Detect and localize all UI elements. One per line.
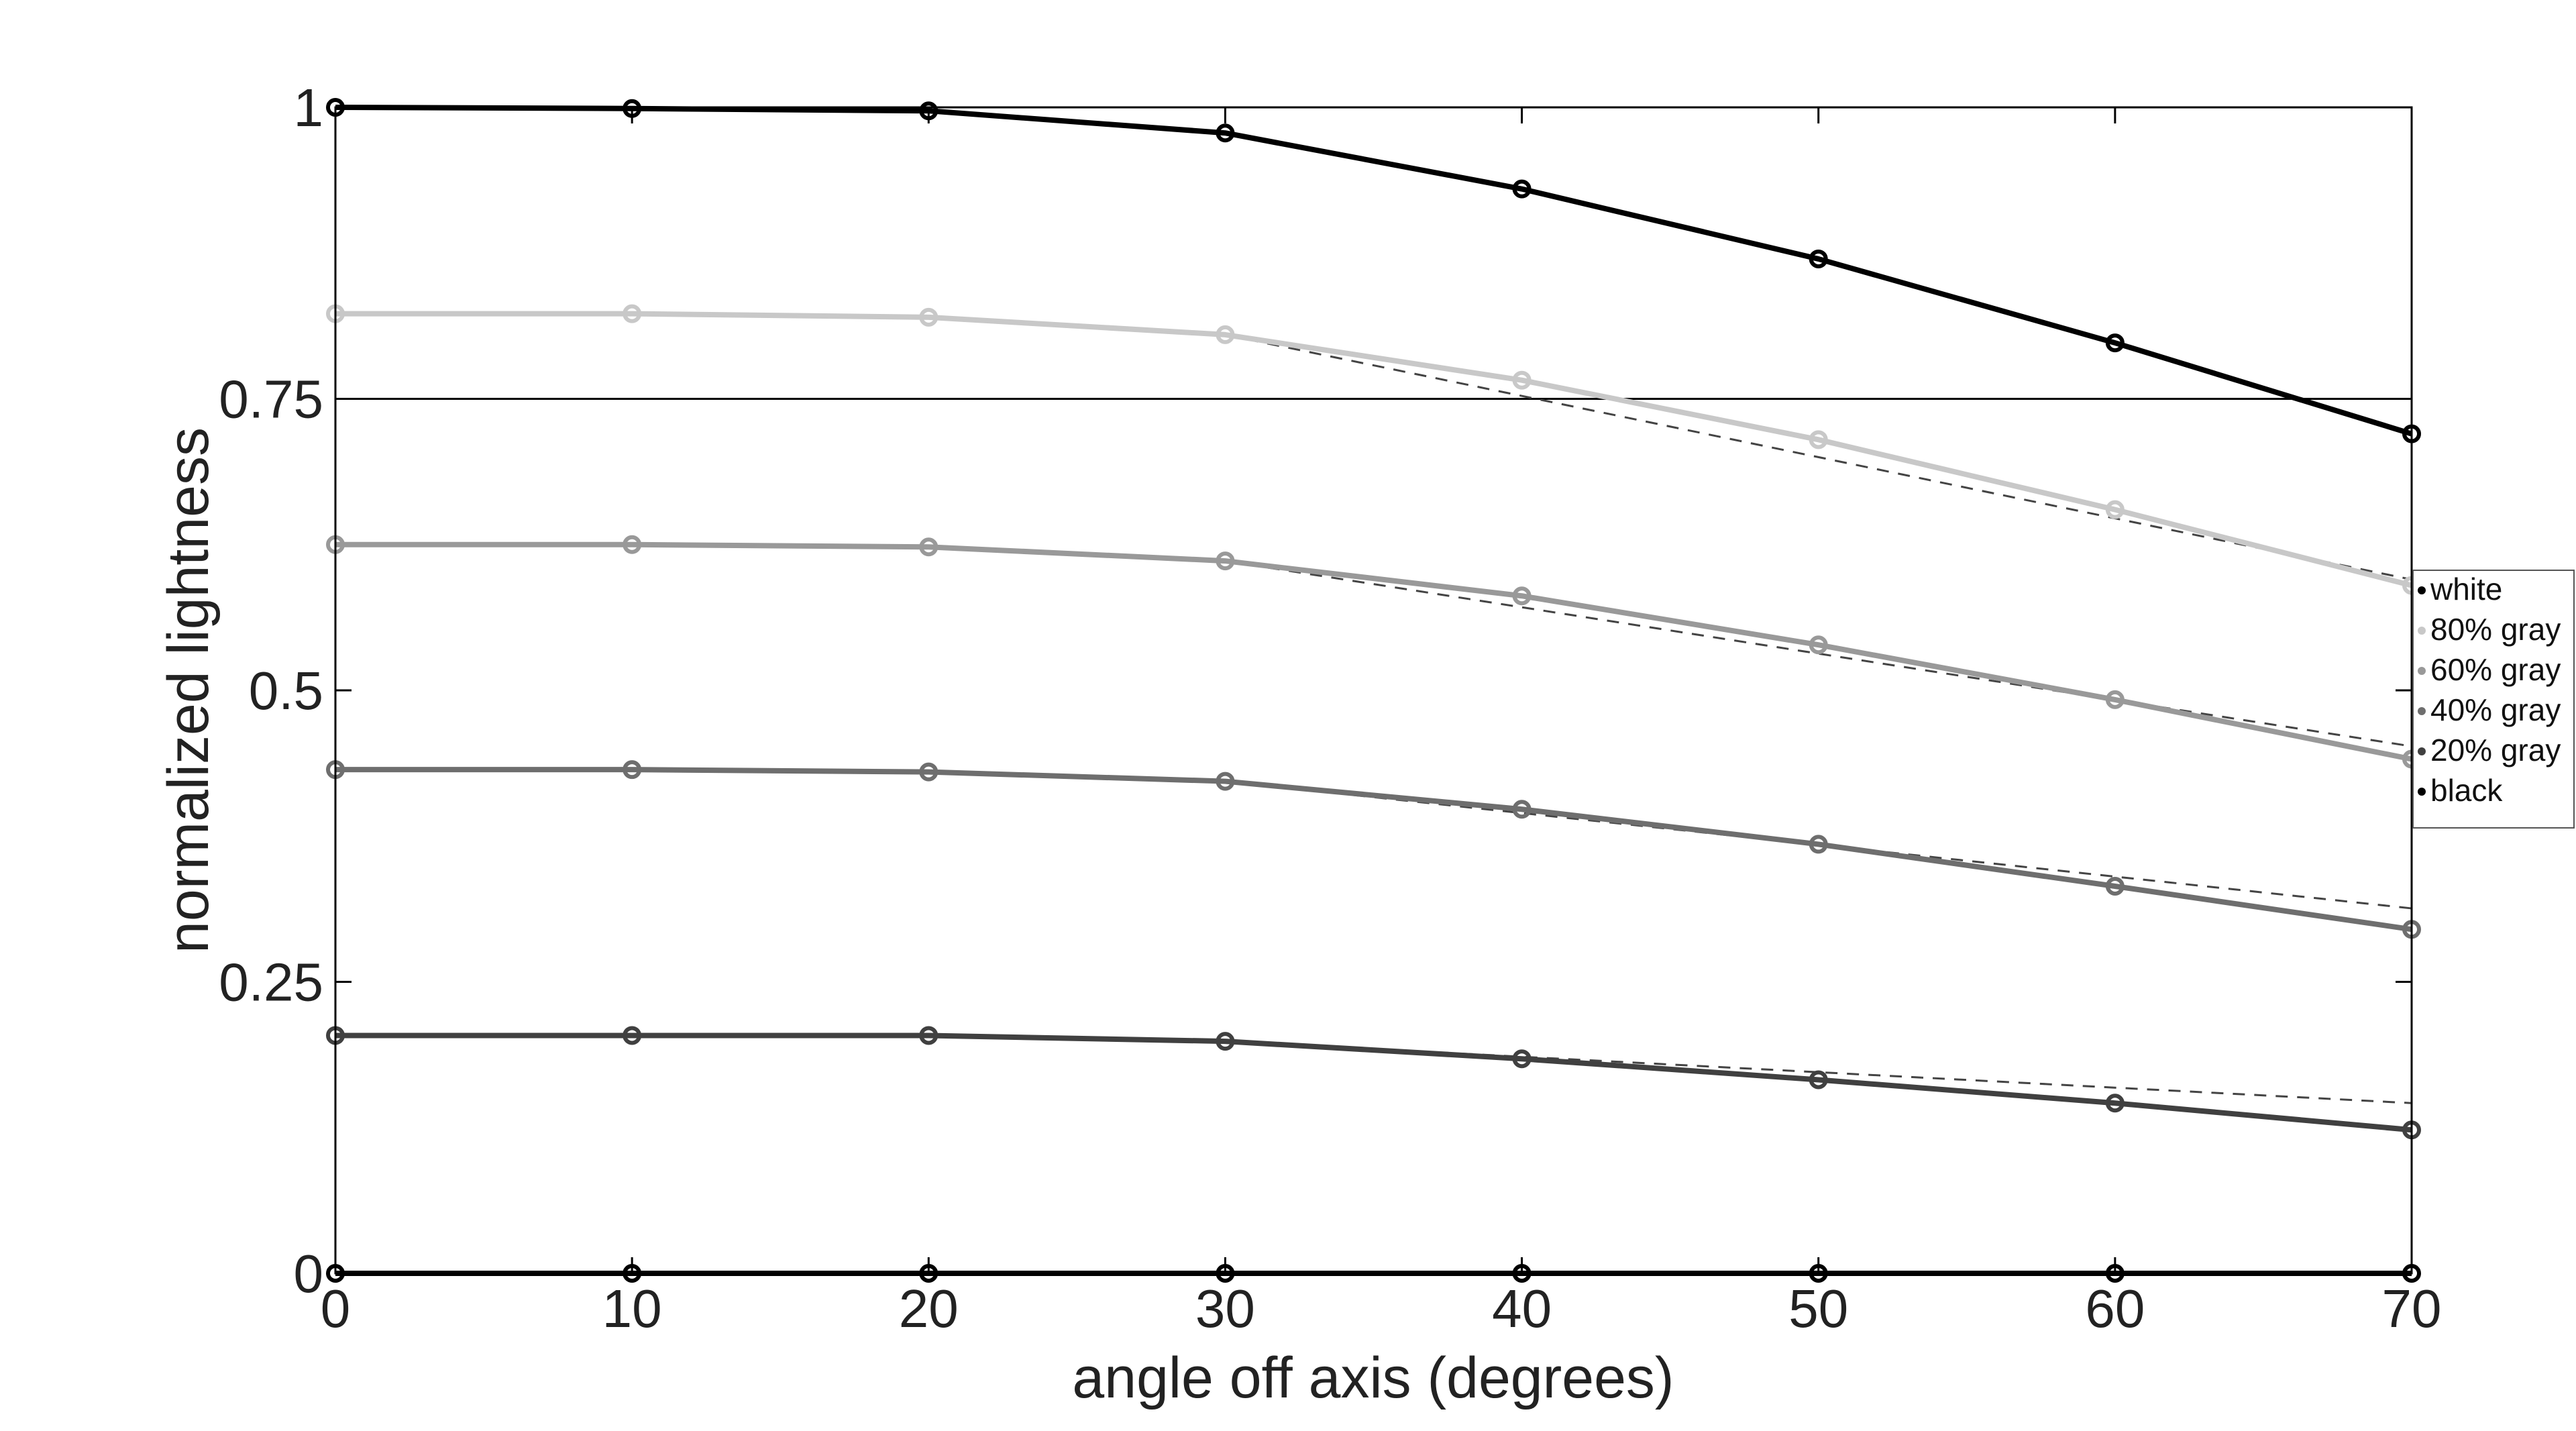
data-point	[1216, 123, 1235, 143]
y-tick-label: 0.75	[219, 370, 323, 429]
series-line	[335, 105, 2413, 437]
data-point	[623, 1026, 642, 1045]
data-point	[1809, 430, 1828, 449]
data-point	[1809, 635, 1828, 655]
legend-entry: black	[2430, 773, 2503, 808]
data-point	[1809, 835, 1828, 854]
plot-frame	[334, 106, 2413, 1275]
legend-marker	[2418, 627, 2426, 635]
legend-entry: 20% gray	[2430, 733, 2561, 767]
x-tick-label: 10	[602, 1279, 662, 1338]
x-axis-label: angle off axis (degrees)	[1072, 1346, 1674, 1410]
legend-marker	[2418, 747, 2426, 755]
series-line	[335, 1032, 2412, 1133]
y-tick-label: 0.5	[249, 661, 323, 721]
data-point	[1512, 370, 1532, 390]
data-point	[623, 304, 642, 323]
data-point	[2105, 1094, 2125, 1113]
data-point	[1809, 249, 1828, 268]
legend-marker	[2418, 788, 2426, 796]
data-point	[919, 307, 938, 327]
data-point	[623, 760, 642, 780]
series-lines	[326, 98, 2421, 1283]
legend-entry: 60% gray	[2430, 652, 2561, 687]
x-tick-label: 0	[321, 1279, 351, 1338]
series-line	[335, 311, 2412, 588]
data-point	[1216, 325, 1235, 344]
data-point	[919, 1026, 938, 1045]
data-point	[1512, 179, 1532, 199]
y-axis-label: normalized lightness	[156, 427, 221, 953]
data-point	[1216, 1032, 1235, 1051]
legend-entry: 40% gray	[2430, 692, 2561, 727]
data-point	[1216, 772, 1235, 791]
x-tick-label: 50	[1788, 1279, 1848, 1338]
plot-area	[335, 107, 2412, 1273]
x-tick-label: 70	[2382, 1279, 2442, 1338]
data-point	[2105, 690, 2125, 709]
data-point	[2105, 500, 2125, 519]
legend-marker	[2418, 586, 2426, 594]
data-point	[2105, 333, 2125, 353]
x-tick-label: 20	[899, 1279, 959, 1338]
legend-marker	[2418, 667, 2426, 675]
x-tick-label: 30	[1195, 1279, 1255, 1338]
data-point	[623, 535, 642, 554]
axis-ticks: 0 10 20 30 40 50 60 70 0 0.25 0.5 0.75 1	[219, 78, 2441, 1338]
data-point	[1512, 800, 1532, 819]
series-20-gray	[326, 1026, 2421, 1140]
data-point	[1512, 1049, 1532, 1069]
legend-box	[2412, 570, 2575, 829]
fit-line	[1225, 560, 2412, 747]
series-line	[335, 767, 2412, 933]
x-tick-label: 60	[2085, 1279, 2145, 1338]
fit-line	[1225, 333, 2412, 581]
data-point	[1809, 1070, 1828, 1090]
x-tick-label: 40	[1492, 1279, 1552, 1338]
y-tick-label: 1	[294, 78, 324, 138]
data-point	[919, 537, 938, 557]
legend-entry: white	[2430, 572, 2502, 606]
y-tick-label: 0	[294, 1244, 324, 1304]
legend-entry: 80% gray	[2430, 612, 2561, 647]
series-line	[335, 541, 2412, 762]
legend-marker	[2418, 707, 2426, 715]
y-tick-label: 0.25	[219, 953, 323, 1012]
legend: white 80% gray 60% gray 40% gray 20% gray bla…	[2412, 570, 2575, 829]
data-point	[1512, 586, 1532, 606]
data-point	[919, 762, 938, 782]
data-point	[1216, 551, 1235, 571]
data-point	[2105, 876, 2125, 896]
